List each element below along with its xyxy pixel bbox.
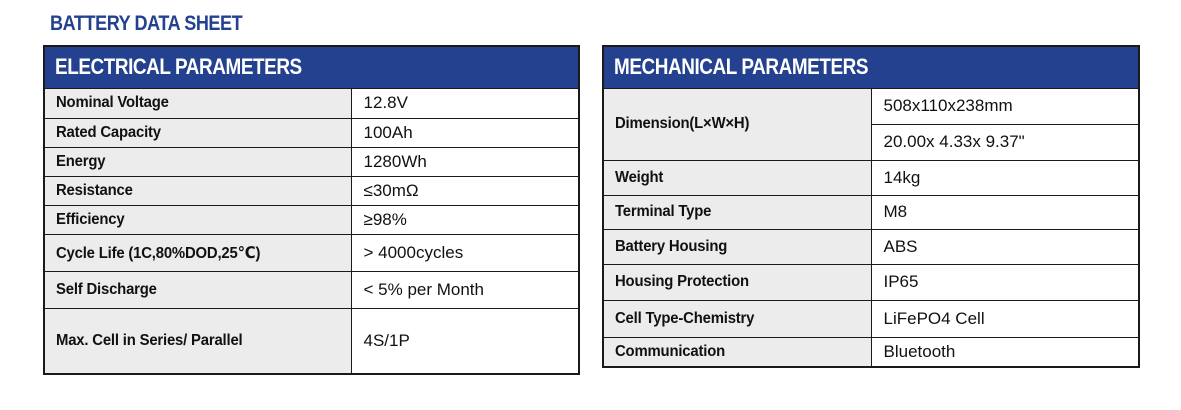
mechanical-parameters-header: MECHANICAL PARAMETERS bbox=[602, 45, 1140, 89]
row-label-text: Resistance bbox=[56, 181, 133, 199]
row-label: Nominal Voltage bbox=[43, 87, 352, 119]
row-value: 100Ah bbox=[350, 117, 580, 148]
row-label: Cell Type-Chemistry bbox=[602, 299, 872, 338]
row-value: IP65 bbox=[870, 263, 1140, 301]
row-label-text: Cell Type-Chemistry bbox=[615, 309, 755, 327]
row-label: Rated Capacity bbox=[43, 117, 352, 148]
page-title: BATTERY DATA SHEET bbox=[50, 12, 243, 35]
table-row: Cycle Life (1C,80%DOD,25℃) > 4000cycles bbox=[43, 233, 580, 272]
row-label-text: Max. Cell in Series/ Parallel bbox=[56, 331, 243, 349]
row-value-dimension-mm: 508x110x238mm bbox=[870, 87, 1140, 125]
table-row: Self Discharge < 5% per Month bbox=[43, 270, 580, 309]
header-label: ELECTRICAL PARAMETERS bbox=[55, 54, 302, 80]
row-label: Housing Protection bbox=[602, 263, 872, 301]
table-header-row: ELECTRICAL PARAMETERS bbox=[43, 45, 580, 89]
table-row: Weight 14kg bbox=[602, 159, 1140, 196]
electrical-parameters-table: ELECTRICAL PARAMETERS Nominal Voltage 12… bbox=[43, 45, 581, 375]
electrical-parameters-header: ELECTRICAL PARAMETERS bbox=[43, 45, 580, 89]
row-value: 14kg bbox=[870, 159, 1140, 196]
table-row: Rated Capacity 100Ah bbox=[43, 117, 580, 148]
row-value-dimension-inch: 20.00x 4.33x 9.37" bbox=[870, 123, 1140, 161]
table-row: Dimension(L×W×H) 508x110x238mm bbox=[602, 87, 1140, 161]
row-label-text: Battery Housing bbox=[615, 237, 728, 255]
row-label-text: Terminal Type bbox=[615, 203, 712, 220]
row-label: Self Discharge bbox=[43, 270, 352, 309]
row-label: Terminal Type bbox=[602, 194, 872, 230]
row-label-text: Dimension(L×W×H) bbox=[615, 115, 750, 132]
table-row: Battery Housing ABS bbox=[602, 228, 1140, 265]
row-label: Cycle Life (1C,80%DOD,25℃) bbox=[43, 233, 352, 272]
row-label-text: Cycle Life (1C,80%DOD,25℃) bbox=[56, 244, 261, 262]
row-label: Battery Housing bbox=[602, 228, 872, 265]
row-label: Resistance bbox=[43, 175, 352, 206]
row-label-text: Nominal Voltage bbox=[56, 94, 169, 111]
row-label-dimension: Dimension(L×W×H) bbox=[602, 87, 872, 161]
table-row: Terminal Type M8 bbox=[602, 194, 1140, 230]
table-row: Resistance ≤30mΩ bbox=[43, 175, 580, 206]
row-label-text: Efficiency bbox=[56, 210, 125, 228]
row-value: 1280Wh bbox=[350, 146, 580, 177]
row-value: 12.8V bbox=[350, 87, 580, 119]
row-label-text: Communication bbox=[615, 342, 726, 360]
row-value: ≤30mΩ bbox=[350, 175, 580, 206]
row-value: < 5% per Month bbox=[350, 270, 580, 309]
table-row: Housing Protection IP65 bbox=[602, 263, 1140, 301]
row-value: > 4000cycles bbox=[350, 233, 580, 272]
table-row: Communication Bluetooth bbox=[602, 336, 1140, 368]
row-label: Weight bbox=[602, 159, 872, 196]
row-label: Energy bbox=[43, 146, 352, 177]
table-row: Max. Cell in Series/ Parallel 4S/1P bbox=[43, 307, 580, 375]
row-value: Bluetooth bbox=[870, 336, 1140, 368]
row-label-text: Housing Protection bbox=[615, 273, 749, 290]
row-value: ABS bbox=[870, 228, 1140, 265]
row-value: ≥98% bbox=[350, 204, 580, 235]
row-label-text: Self Discharge bbox=[56, 280, 157, 298]
mechanical-parameters-table: MECHANICAL PARAMETERS Dimension(L×W×H) 5… bbox=[602, 45, 1141, 368]
row-label-text: Energy bbox=[56, 152, 106, 170]
table-row: Efficiency ≥98% bbox=[43, 204, 580, 235]
row-value: LiFePO4 Cell bbox=[870, 299, 1140, 338]
table-row: Nominal Voltage 12.8V bbox=[43, 87, 580, 119]
row-label: Communication bbox=[602, 336, 872, 368]
table-row: Energy 1280Wh bbox=[43, 146, 580, 177]
table-row: Cell Type-Chemistry LiFePO4 Cell bbox=[602, 299, 1140, 338]
row-label-text: Rated Capacity bbox=[56, 123, 161, 141]
row-value: 4S/1P bbox=[350, 307, 580, 375]
table-header-row: MECHANICAL PARAMETERS bbox=[602, 45, 1140, 89]
table-row: 20.00x 4.33x 9.37" bbox=[603, 123, 1140, 161]
row-label: Max. Cell in Series/ Parallel bbox=[43, 307, 352, 375]
header-label: MECHANICAL PARAMETERS bbox=[614, 54, 869, 80]
row-label: Efficiency bbox=[43, 204, 352, 235]
row-label-text: Weight bbox=[615, 168, 664, 186]
row-value: M8 bbox=[870, 194, 1140, 230]
